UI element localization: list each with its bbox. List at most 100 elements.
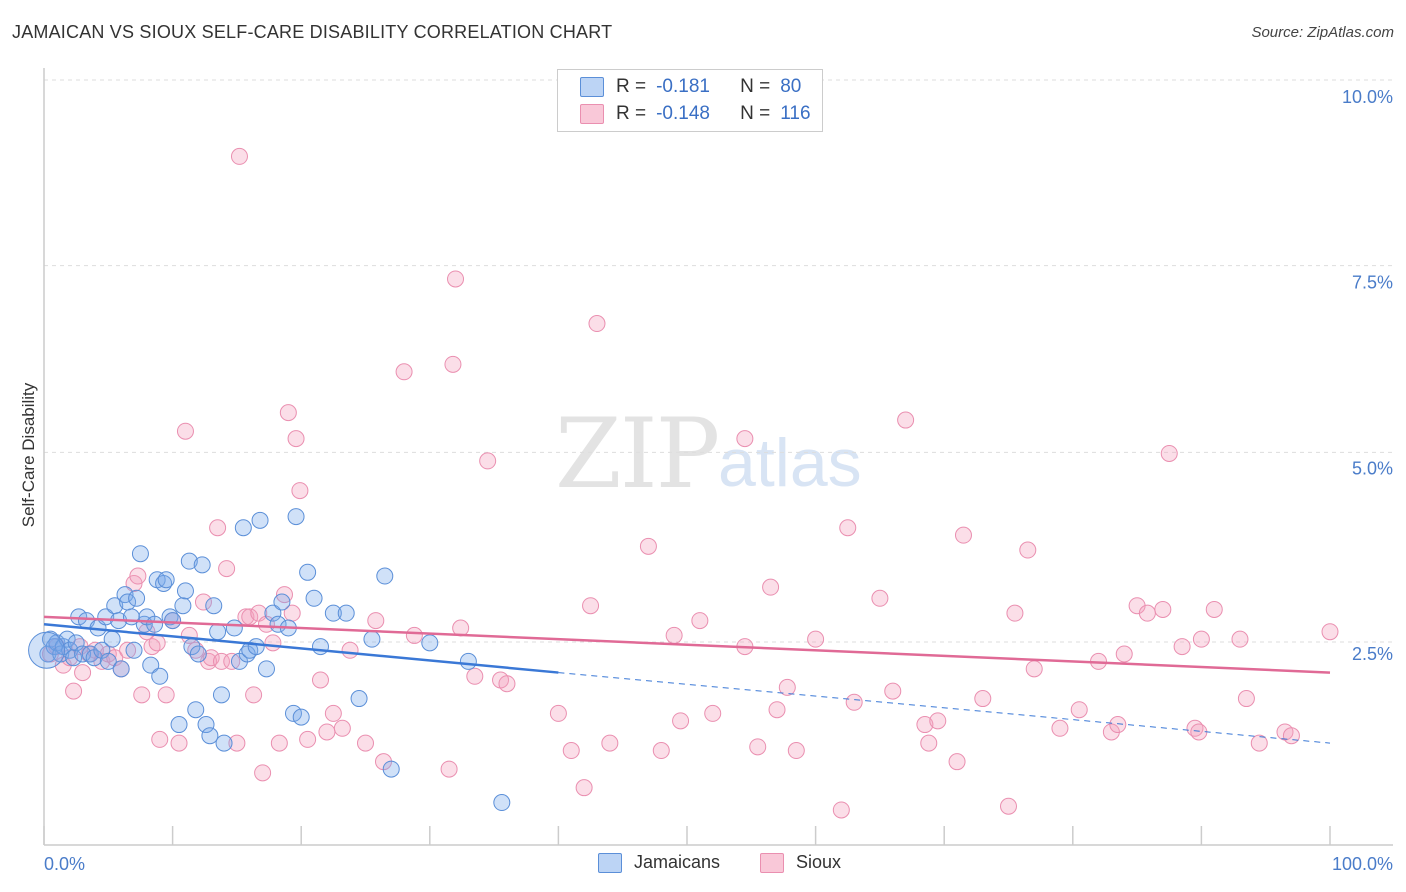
jamaicans-point [112, 660, 130, 678]
jamaicans-point [234, 519, 252, 537]
sioux-point [1109, 716, 1127, 734]
sioux-point [652, 742, 670, 760]
jamaicans-point [146, 615, 164, 633]
grid-layer [44, 79, 1392, 643]
sioux-point [194, 593, 212, 611]
jamaicans-point [28, 631, 66, 669]
jamaicans-points [28, 508, 511, 812]
jamaicans-point [212, 686, 230, 704]
sioux-point [245, 686, 263, 704]
jamaicans-point [205, 597, 223, 615]
sioux-point [1250, 734, 1268, 752]
jamaicans-trend-extension [558, 672, 1331, 744]
sioux-point [839, 519, 857, 537]
jamaicans-point [287, 508, 305, 526]
jamaicans-point [193, 556, 211, 574]
sioux-point [549, 704, 567, 722]
jamaicans-point [299, 563, 317, 581]
sioux-point [582, 597, 600, 615]
x-tick-label-max: 100.0% [1332, 854, 1393, 874]
y-tick-label: 7.5% [1352, 273, 1393, 293]
jamaicans-trend-line [43, 623, 559, 674]
sioux-point [254, 764, 272, 782]
sioux-point [832, 801, 850, 819]
y-tick-label: 5.0% [1352, 458, 1393, 478]
jamaicans-point [247, 638, 265, 656]
sioux-point [1051, 719, 1069, 737]
sioux-point [157, 686, 175, 704]
sioux-point [444, 355, 462, 373]
y-axis-title: Self-Care Disability [19, 382, 38, 527]
sioux-point [287, 430, 305, 448]
sioux-point [311, 671, 329, 689]
jamaicans-point [376, 567, 394, 585]
axis-labels: 2.5% 5.0% 7.5% 10.0% 0.0% 100.0% Self-Care Dis… [19, 87, 1393, 874]
n-label: N = [740, 103, 771, 124]
sioux-point [440, 760, 458, 778]
jamaicans-swatch [598, 852, 622, 873]
sioux-point [133, 686, 151, 704]
sioux-point [845, 693, 863, 711]
r-label: R = [616, 76, 647, 97]
source-label: Source: ZipAtlas.com [1251, 24, 1394, 41]
sioux-point [1160, 444, 1178, 462]
sioux-point [1237, 690, 1255, 708]
x-tick-label-min: 0.0% [44, 854, 85, 874]
sioux-point [367, 612, 385, 630]
sioux-point [948, 753, 966, 771]
sioux-point [228, 734, 246, 752]
sioux-point [929, 712, 947, 730]
jamaicans-point [103, 630, 121, 648]
sioux-swatch [580, 104, 604, 124]
sioux-point [920, 734, 938, 752]
sioux-point [479, 452, 497, 470]
sioux-point [1006, 604, 1024, 622]
jamaicans-point [174, 597, 192, 615]
sioux-point [601, 734, 619, 752]
sioux-point [1115, 645, 1133, 663]
sioux-point [736, 430, 754, 448]
jamaicans-point [131, 545, 149, 563]
sioux-point [202, 649, 220, 667]
sioux-point [148, 634, 166, 652]
sioux-point [787, 742, 805, 760]
sioux-point [341, 641, 359, 659]
jamaicans-point [201, 727, 219, 745]
sioux-point [1192, 630, 1210, 648]
jamaicans-point [459, 652, 477, 670]
sioux-point [749, 738, 767, 756]
sioux-point [129, 567, 147, 585]
axes-layer [43, 68, 1393, 846]
sioux-point [1321, 623, 1339, 641]
jamaicans-point [324, 604, 342, 622]
sioux-point [665, 626, 683, 644]
sioux-point [65, 682, 83, 700]
bottom-legend-sioux: Sioux [760, 852, 841, 873]
sioux-point [498, 675, 516, 693]
jamaicans-point [65, 649, 83, 667]
sioux-point [1025, 660, 1043, 678]
r-label: R = [616, 103, 647, 124]
sioux-point [884, 682, 902, 700]
jamaicans-point [257, 660, 275, 678]
sioux-point [74, 664, 92, 682]
sioux-point [357, 734, 374, 752]
jamaicans-n-value: 80 [780, 76, 802, 97]
jamaicans-point [421, 634, 439, 652]
sioux-point [1138, 604, 1156, 622]
jamaicans-point [128, 589, 146, 607]
jamaicans-point [164, 612, 182, 630]
sioux-point [762, 578, 780, 596]
jamaicans-point [284, 704, 302, 722]
sioux-point [897, 411, 915, 429]
sioux-point [318, 723, 336, 741]
sioux-point [575, 779, 593, 797]
correlation-legend: R = -0.181 N = 80 R = -0.148 N = 116 [557, 69, 823, 132]
sioux-point [1154, 600, 1172, 618]
trend-lines [43, 615, 1331, 744]
jamaicans-point [125, 641, 143, 659]
sioux-point [212, 652, 230, 670]
jamaicans-point [187, 701, 205, 719]
jamaicans-point [311, 638, 329, 656]
jamaicans-point [176, 582, 194, 600]
